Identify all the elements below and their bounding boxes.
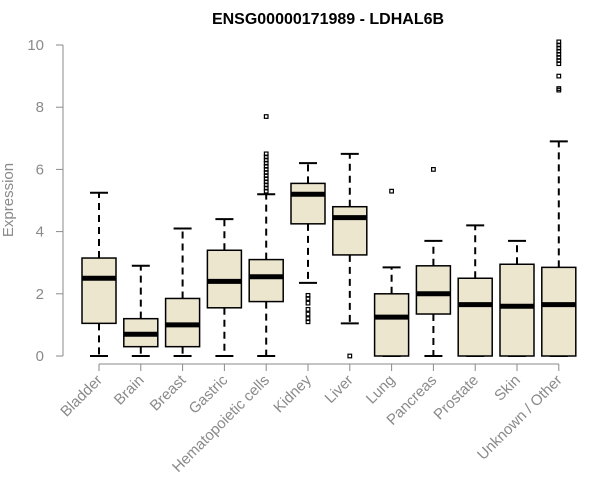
box-group [164,227,201,357]
box-iqr [457,277,493,357]
outlier-point [263,114,269,119]
x-tick-label: Liver [322,372,357,407]
box-group [499,239,535,357]
box-group [373,188,410,357]
x-tick-label: Prostate [430,372,482,424]
box-group [457,224,493,357]
outlier-point [305,292,311,298]
y-tick-label: 4 [36,224,44,241]
outlier-point [305,316,311,322]
x-tick-label: Brain [111,372,148,409]
box-group [81,191,117,357]
box-group [541,39,577,357]
outlier-point [389,188,394,194]
box-iqr [248,258,284,303]
y-axis-title: Expression [0,163,17,237]
x-tick-label: Breast [147,371,190,414]
outlier-point [556,86,562,91]
y-axis: 0 2 4 6 8 10 [27,37,64,365]
chart-title: ENSG00000171989 - LDHAL6B [212,11,444,28]
y-tick-label: 0 [36,348,44,365]
outlier-point [305,300,311,306]
x-tick-label: Kidney [270,371,315,416]
x-tick-label: Lung [363,372,399,408]
box-iqr [541,266,577,357]
box-group [206,218,243,357]
box-group [332,152,368,359]
x-tick-label: Skin [491,372,524,405]
box-group [415,167,452,357]
box-iqr [373,293,410,357]
outlier-point [347,353,353,359]
y-tick-label: 6 [36,161,44,178]
box-iqr [81,257,117,325]
box-iqr [332,205,368,256]
box-iqr [290,182,326,225]
y-tick-label: 8 [36,99,44,116]
x-tick-label: Bladder [57,372,106,421]
box-group [123,264,159,357]
box-group [290,162,326,325]
box-iqr [499,263,535,357]
outlier-point [556,73,562,79]
box-series [81,39,577,359]
outlier-point [431,167,436,172]
y-tick-label: 2 [36,286,44,303]
outlier-point [305,311,311,317]
outlier-point [263,151,269,157]
outlier-point [305,306,311,312]
box-group [248,114,284,357]
box-iqr [415,265,452,315]
y-tick-label: 10 [27,37,44,54]
outlier-point [556,39,562,45]
